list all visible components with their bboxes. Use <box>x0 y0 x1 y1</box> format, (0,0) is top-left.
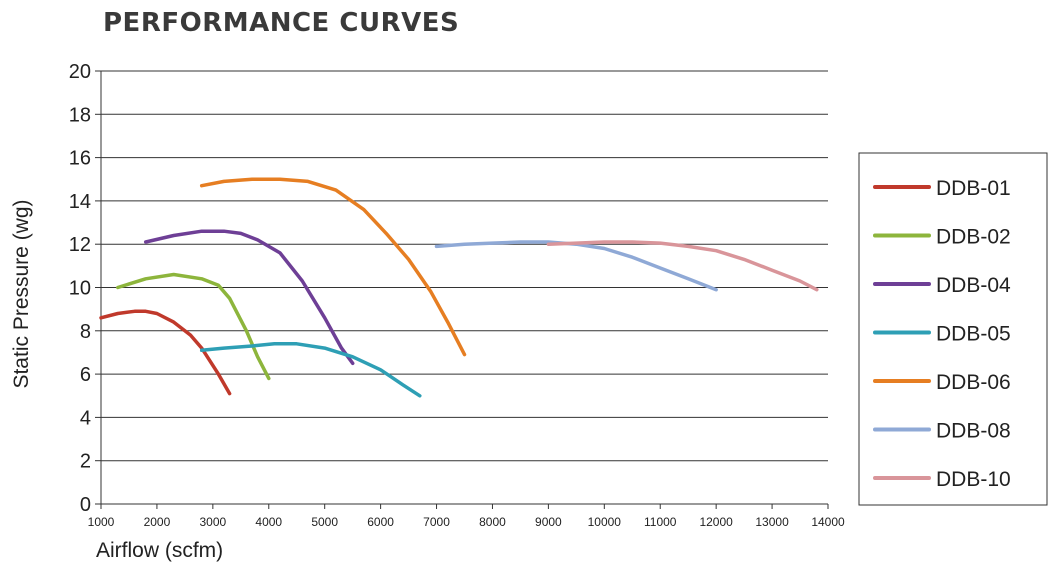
chart-title: PERFORMANCE CURVES <box>103 8 460 38</box>
x-tick-label: 13000 <box>755 515 789 529</box>
legend-label-ddb-05: DDB-05 <box>936 323 1011 346</box>
series-line-ddb-08 <box>434 240 718 292</box>
x-tick-label: 8000 <box>479 515 506 529</box>
x-tick-label: 3000 <box>199 515 226 529</box>
y-tick-label: 4 <box>80 407 91 429</box>
y-tick-label: 6 <box>80 364 91 386</box>
series-line-ddb-04 <box>143 229 355 366</box>
x-tick-label: 11000 <box>644 515 677 529</box>
legend-box <box>858 152 1048 506</box>
legend: DDB-01 DDB-02 DDB-04 DDB-05 DDB-06 DDB-08 DDB-… <box>858 152 1048 506</box>
y-tick-label: 14 <box>69 191 91 213</box>
x-tick-label: 6000 <box>367 515 394 529</box>
y-tick-label: 10 <box>69 278 91 300</box>
legend-label-ddb-04: DDB-04 <box>936 274 1011 297</box>
x-tick-label: 5000 <box>311 515 338 529</box>
x-tick-label: 9000 <box>535 515 562 529</box>
gridlines <box>101 70 828 505</box>
y-tick-label: 12 <box>69 234 91 256</box>
y-tick-label: 8 <box>80 321 91 343</box>
x-axis-label: Airflow (scfm) <box>96 539 223 562</box>
legend-label-ddb-10: DDB-10 <box>936 468 1011 491</box>
y-tick-label: 2 <box>80 451 91 473</box>
y-tick-label: 20 <box>69 61 91 83</box>
legend-label-ddb-01: DDB-01 <box>936 177 1011 200</box>
x-tick-label: 12000 <box>699 515 733 529</box>
x-tick-label: 14000 <box>811 515 845 529</box>
series-line-ddb-05 <box>199 342 422 398</box>
x-tick-label: 2000 <box>144 515 171 529</box>
series-lines <box>99 177 819 398</box>
series-line-ddb-10 <box>546 240 819 292</box>
y-axis-label: Static Pressure (wg) <box>10 199 33 388</box>
y-tick-label: 0 <box>80 494 91 516</box>
legend-label-ddb-08: DDB-08 <box>936 420 1011 443</box>
axes: 0 2 4 6 8 10 12 14 16 18 20 1000 2000 3000 4000 5000 600… <box>69 61 845 529</box>
legend-label-ddb-02: DDB-02 <box>936 226 1011 249</box>
y-tick-label: 18 <box>69 104 91 126</box>
x-tick-label: 10000 <box>588 515 622 529</box>
legend-label-ddb-06: DDB-06 <box>936 371 1011 394</box>
x-tick-label: 1000 <box>88 515 115 529</box>
x-tick-label: 7000 <box>423 515 450 529</box>
series-line-ddb-06 <box>199 177 467 357</box>
series-line-ddb-01 <box>99 309 232 396</box>
y-tick-label: 16 <box>69 148 91 170</box>
x-tick-label: 4000 <box>255 515 282 529</box>
series-line-ddb-02 <box>116 272 271 381</box>
